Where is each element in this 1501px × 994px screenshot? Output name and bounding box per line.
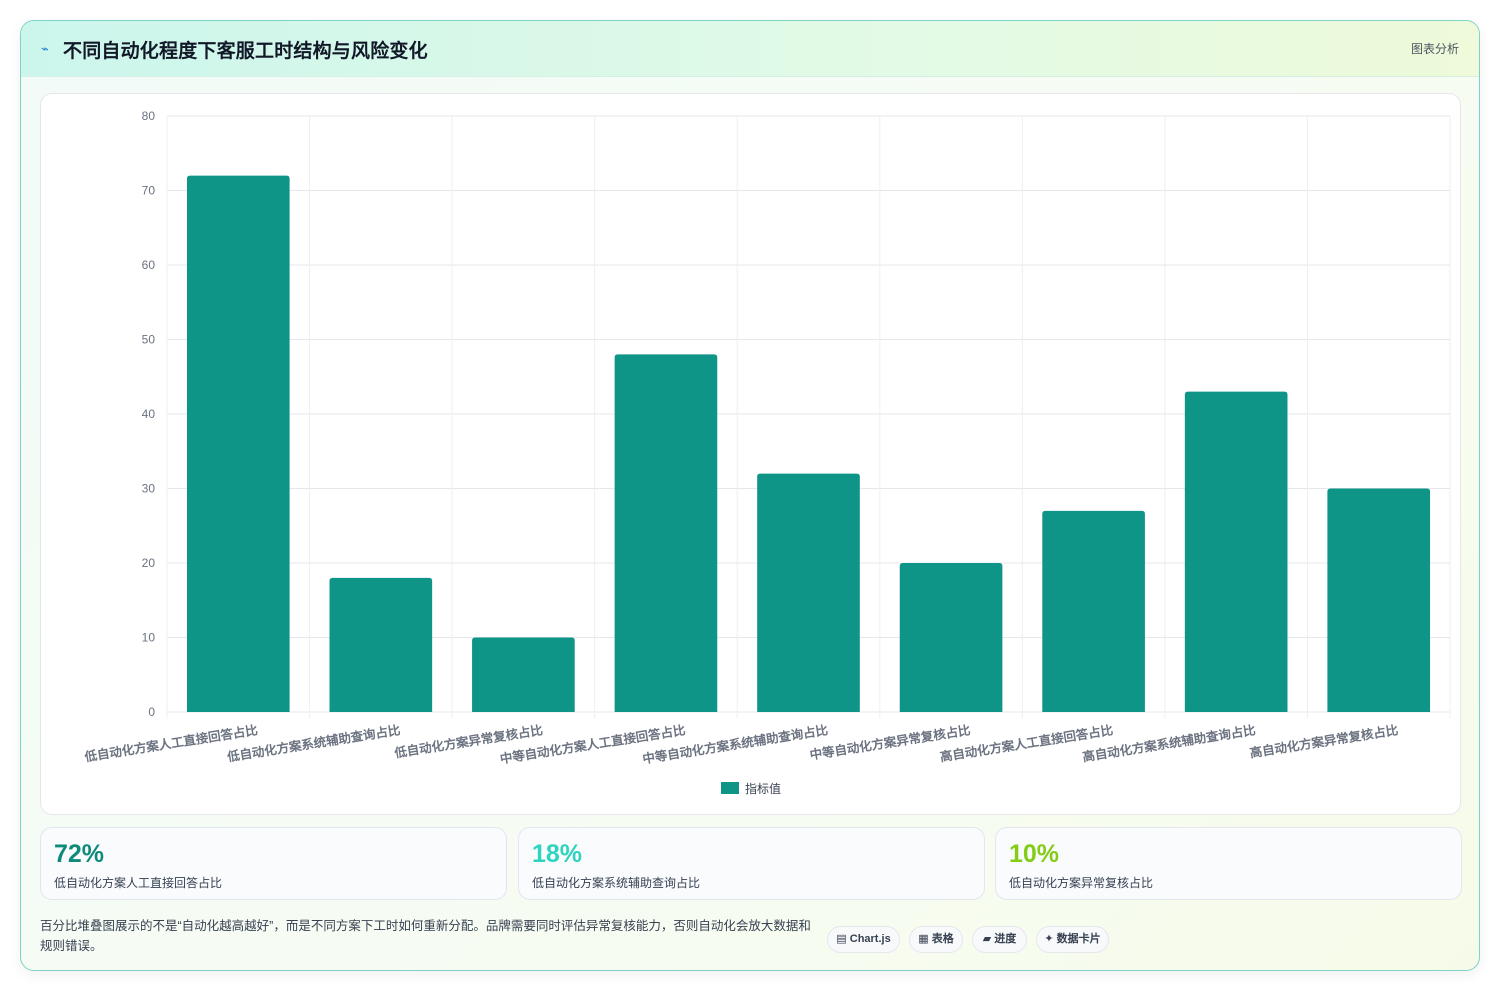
bar [899, 563, 1003, 712]
chip-data-card[interactable]: ✦ 数据卡片 [1036, 926, 1109, 953]
y-tick-label: 70 [142, 184, 156, 198]
y-tick-label: 0 [148, 705, 155, 719]
chip-progress[interactable]: ▰ 进度 [972, 926, 1027, 953]
sparkle-icon: ✦ [1044, 933, 1054, 945]
bar [614, 354, 718, 712]
chart-panel: ⌁ 不同自动化程度下客服工时结构与风险变化 图表分析 0 10 20 30 40 50 60… [20, 20, 1480, 971]
y-tick-label: 10 [142, 631, 156, 645]
legend-label: 指标值 [745, 781, 781, 796]
chip-label: Chart.js [849, 933, 891, 945]
chart-icon: ▤ [836, 933, 847, 945]
stat-label: 低自动化方案人工直接回答占比 [54, 876, 223, 890]
stat-label: 低自动化方案异常复核占比 [1009, 876, 1154, 890]
chip-table[interactable]: ▦ 表格 [909, 926, 963, 953]
y-tick-label: 60 [142, 258, 156, 272]
y-tick-label: 50 [142, 333, 156, 347]
stat-card-1: 72% 低自动化方案人工直接回答占比 [40, 827, 507, 900]
table-icon: ▦ [918, 933, 929, 945]
bar [757, 473, 860, 712]
chart-card: 0 10 20 30 40 50 60 70 80 低自动化方案人工直接回答占比 低自动化方案系统辅… [40, 93, 1461, 815]
bar [472, 637, 575, 712]
progress-icon: ▰ [982, 933, 992, 945]
bar-chart: 01020304050607080低自动化方案人工直接回答占比低自动化方案系统辅… [83, 109, 1451, 796]
stat-card-3: 10% 低自动化方案异常复核占比 [995, 827, 1462, 900]
bar [329, 577, 433, 712]
bar [186, 175, 290, 713]
chip-label: 进度 [994, 933, 1017, 945]
y-tick-label: 40 [142, 407, 156, 421]
analysis-tag[interactable]: 图表分析 [1410, 42, 1459, 56]
y-tick-label: 20 [142, 556, 156, 570]
stat-value: 10% [1009, 840, 1060, 868]
chip-label: 数据卡片 [1056, 933, 1101, 945]
y-tick-label: 30 [142, 482, 156, 496]
panel-title: 不同自动化程度下客服工时结构与风险变化 [63, 41, 428, 62]
stat-value: 72% [54, 840, 105, 868]
bar [1042, 510, 1145, 712]
legend-swatch [721, 782, 739, 794]
x-tick-label: 高自动化方案异常复核占比 [1249, 722, 1400, 760]
chip-label: 表格 [931, 933, 954, 945]
stat-value: 18% [532, 840, 583, 868]
chart-note: 百分比堆叠图展示的不是“自动化越高越好”，而是不同方案下工时如何重新分配。品牌需… [40, 919, 811, 953]
stat-label: 低自动化方案系统辅助查询占比 [532, 876, 701, 890]
panel-header: ⌁ 不同自动化程度下客服工时结构与风险变化 图表分析 [21, 21, 1479, 77]
trend-icon: ⌁ [41, 41, 49, 56]
bar [1184, 391, 1288, 712]
y-tick-label: 80 [142, 109, 156, 123]
stat-card-2: 18% 低自动化方案系统辅助查询占比 [518, 827, 985, 900]
chip-chartjs[interactable]: ▤ Chart.js [827, 926, 900, 953]
bar [1327, 488, 1431, 712]
